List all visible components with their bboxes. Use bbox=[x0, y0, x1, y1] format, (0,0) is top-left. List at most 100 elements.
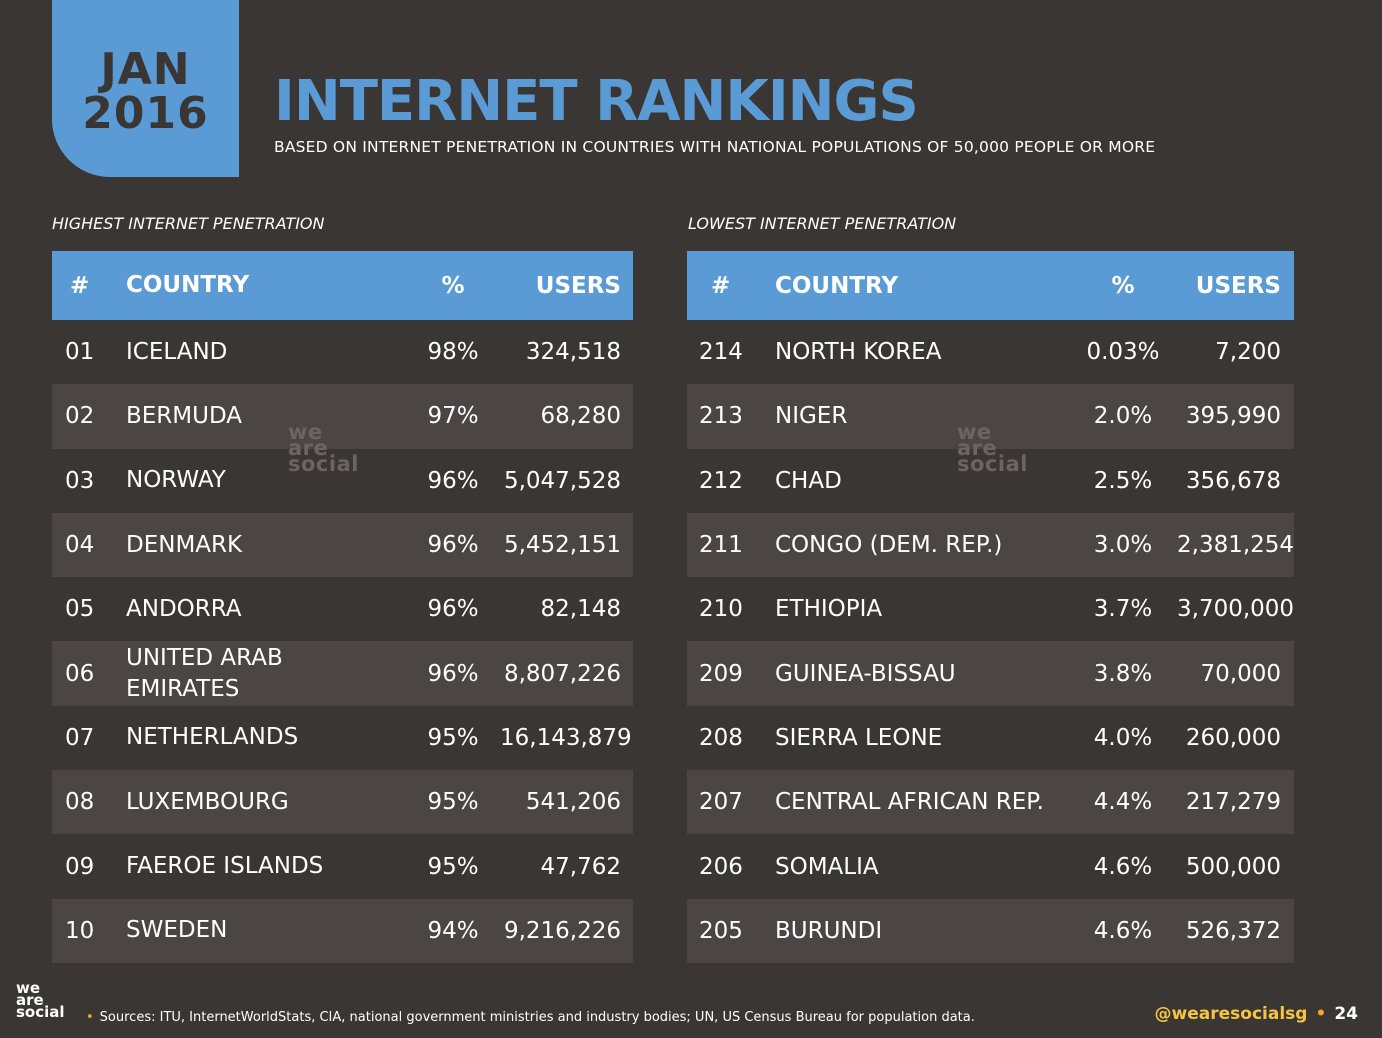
table-row: 213 NIGER 2.0% 395,990 bbox=[687, 384, 1294, 449]
header-users: USERS bbox=[535, 272, 621, 299]
table-row: 10 SWEDEN 94% 9,216,226 bbox=[52, 898, 633, 963]
row-users: 526,372 bbox=[1185, 917, 1281, 944]
row-users: 68,280 bbox=[540, 403, 621, 430]
row-users: 5,452,151 bbox=[503, 532, 621, 559]
watermark-line: we bbox=[288, 420, 323, 444]
row-rank: 09 bbox=[65, 853, 95, 880]
date-badge: JAN 2016 bbox=[52, 0, 239, 177]
row-rank: 01 bbox=[65, 339, 95, 366]
row-percent: 97% bbox=[427, 403, 479, 430]
table-row: 209 GUINEA-BISSAU 3.8% 70,000 bbox=[687, 641, 1294, 706]
watermark-logo: we are social bbox=[957, 422, 1028, 476]
row-percent: 4.0% bbox=[1093, 724, 1153, 751]
row-rank: 213 bbox=[699, 403, 743, 430]
highest-section-label: HIGHEST INTERNET PENETRATION bbox=[52, 214, 325, 233]
sources-text: Sources: ITU, InternetWorldStats, CIA, n… bbox=[99, 1010, 975, 1025]
row-rank: 214 bbox=[699, 339, 743, 366]
row-percent: 4.6% bbox=[1093, 853, 1153, 880]
table-row: 02 BERMUDA 97% 68,280 bbox=[52, 384, 633, 449]
highest-penetration-table: # COUNTRY % USERS 01 ICELAND 98% 324,518… bbox=[52, 251, 633, 963]
row-users: 16,143,879 bbox=[500, 724, 632, 751]
bullet-icon: • bbox=[1315, 1004, 1327, 1024]
watermark-logo: we are social bbox=[288, 420, 359, 476]
table-header: # COUNTRY % USERS bbox=[687, 251, 1294, 320]
table-row: 210 ETHIOPIA 3.7% 3,700,000 bbox=[687, 577, 1294, 641]
table-row: 207 CENTRAL AFRICAN REP. 4.4% 217,279 bbox=[687, 770, 1294, 835]
row-country: CENTRAL AFRICAN REP. bbox=[775, 789, 1044, 816]
row-users: 324,518 bbox=[525, 339, 621, 366]
table-header: # COUNTRY % USERS bbox=[52, 251, 633, 320]
row-percent: 96% bbox=[427, 660, 479, 687]
row-rank: 205 bbox=[699, 917, 743, 944]
row-rank: 211 bbox=[699, 532, 743, 559]
row-users: 541,206 bbox=[525, 789, 621, 816]
header-country: COUNTRY bbox=[126, 272, 250, 298]
row-percent: 94% bbox=[427, 917, 479, 944]
watermark-line: are bbox=[957, 436, 998, 460]
row-percent: 3.7% bbox=[1093, 596, 1153, 623]
row-percent: 96% bbox=[427, 532, 479, 559]
row-users: 500,000 bbox=[1185, 853, 1281, 880]
table-row: 206 SOMALIA 4.6% 500,000 bbox=[687, 834, 1294, 898]
row-percent: 96% bbox=[427, 596, 479, 623]
table-row: 09 FAEROE ISLANDS 95% 47,762 bbox=[52, 834, 633, 898]
row-percent: 95% bbox=[427, 853, 479, 880]
row-rank: 206 bbox=[699, 853, 743, 880]
row-percent: 2.5% bbox=[1093, 467, 1153, 494]
row-rank: 03 bbox=[65, 467, 95, 494]
row-rank: 207 bbox=[699, 789, 743, 816]
row-percent: 95% bbox=[427, 724, 479, 751]
row-percent: 96% bbox=[427, 467, 479, 494]
date-year: 2016 bbox=[82, 87, 209, 139]
lowest-penetration-table: # COUNTRY % USERS 214 NORTH KOREA 0.03% … bbox=[687, 251, 1294, 963]
table-row: 214 NORTH KOREA 0.03% 7,200 bbox=[687, 320, 1294, 384]
watermark-line: social bbox=[288, 452, 359, 476]
row-users: 395,990 bbox=[1185, 403, 1281, 430]
row-country: NETHERLANDS bbox=[126, 724, 299, 751]
row-users: 70,000 bbox=[1200, 660, 1281, 687]
table-row: 205 BURUNDI 4.6% 526,372 bbox=[687, 898, 1294, 963]
row-country: NORTH KOREA bbox=[775, 339, 942, 366]
row-country: ETHIOPIA bbox=[775, 596, 883, 623]
row-rank: 208 bbox=[699, 724, 743, 751]
bullet-icon: • bbox=[86, 1010, 94, 1025]
row-rank: 209 bbox=[699, 660, 743, 687]
header-users: USERS bbox=[1195, 272, 1281, 299]
table-row: 08 LUXEMBOURG 95% 541,206 bbox=[52, 770, 633, 835]
row-users: 2,381,254 bbox=[1177, 532, 1295, 559]
lowest-section-label: LOWEST INTERNET PENETRATION bbox=[688, 214, 957, 233]
logo-line: are bbox=[16, 991, 44, 1009]
row-country: SIERRA LEONE bbox=[775, 724, 943, 751]
header-rank: # bbox=[711, 272, 731, 299]
row-users: 9,216,226 bbox=[503, 917, 621, 944]
watermark-line: social bbox=[957, 452, 1028, 476]
row-country: BURUNDI bbox=[775, 917, 883, 944]
table-row: 07 NETHERLANDS 95% 16,143,879 bbox=[52, 706, 633, 770]
table-row: 212 CHAD 2.5% 356,678 bbox=[687, 449, 1294, 513]
row-country: ICELAND bbox=[126, 338, 228, 365]
row-country: UNITED ARAB EMIRATES bbox=[126, 644, 283, 702]
header-rank: # bbox=[70, 272, 90, 299]
row-country: SWEDEN bbox=[126, 917, 228, 944]
row-users: 217,279 bbox=[1185, 789, 1281, 816]
table-row: 06 UNITED ARAB EMIRATES 96% 8,807,226 bbox=[52, 641, 633, 706]
table-row: 03 NORWAY 96% 5,047,528 bbox=[52, 449, 633, 513]
brand-logo: we are social bbox=[16, 981, 65, 1020]
social-handle: @wearesocialsg bbox=[1154, 1004, 1308, 1024]
row-percent: 0.03% bbox=[1086, 339, 1160, 366]
row-rank: 210 bbox=[699, 596, 743, 623]
row-percent: 2.0% bbox=[1093, 403, 1153, 430]
row-percent: 3.8% bbox=[1093, 660, 1153, 687]
row-rank: 05 bbox=[65, 596, 95, 623]
table-row: 208 SIERRA LEONE 4.0% 260,000 bbox=[687, 706, 1294, 770]
row-users: 260,000 bbox=[1185, 724, 1281, 751]
row-rank: 06 bbox=[65, 660, 95, 687]
page-subtitle: BASED ON INTERNET PENETRATION IN COUNTRI… bbox=[274, 138, 1156, 156]
row-users: 356,678 bbox=[1185, 467, 1281, 494]
date-month: JAN bbox=[100, 43, 191, 95]
sources-note: • Sources: ITU, InternetWorldStats, CIA, … bbox=[86, 1010, 975, 1025]
row-country: NIGER bbox=[775, 403, 848, 430]
row-rank: 08 bbox=[65, 789, 95, 816]
table-row: 01 ICELAND 98% 324,518 bbox=[52, 320, 633, 384]
footer-handle: @wearesocialsg • 24 bbox=[1155, 1004, 1358, 1024]
